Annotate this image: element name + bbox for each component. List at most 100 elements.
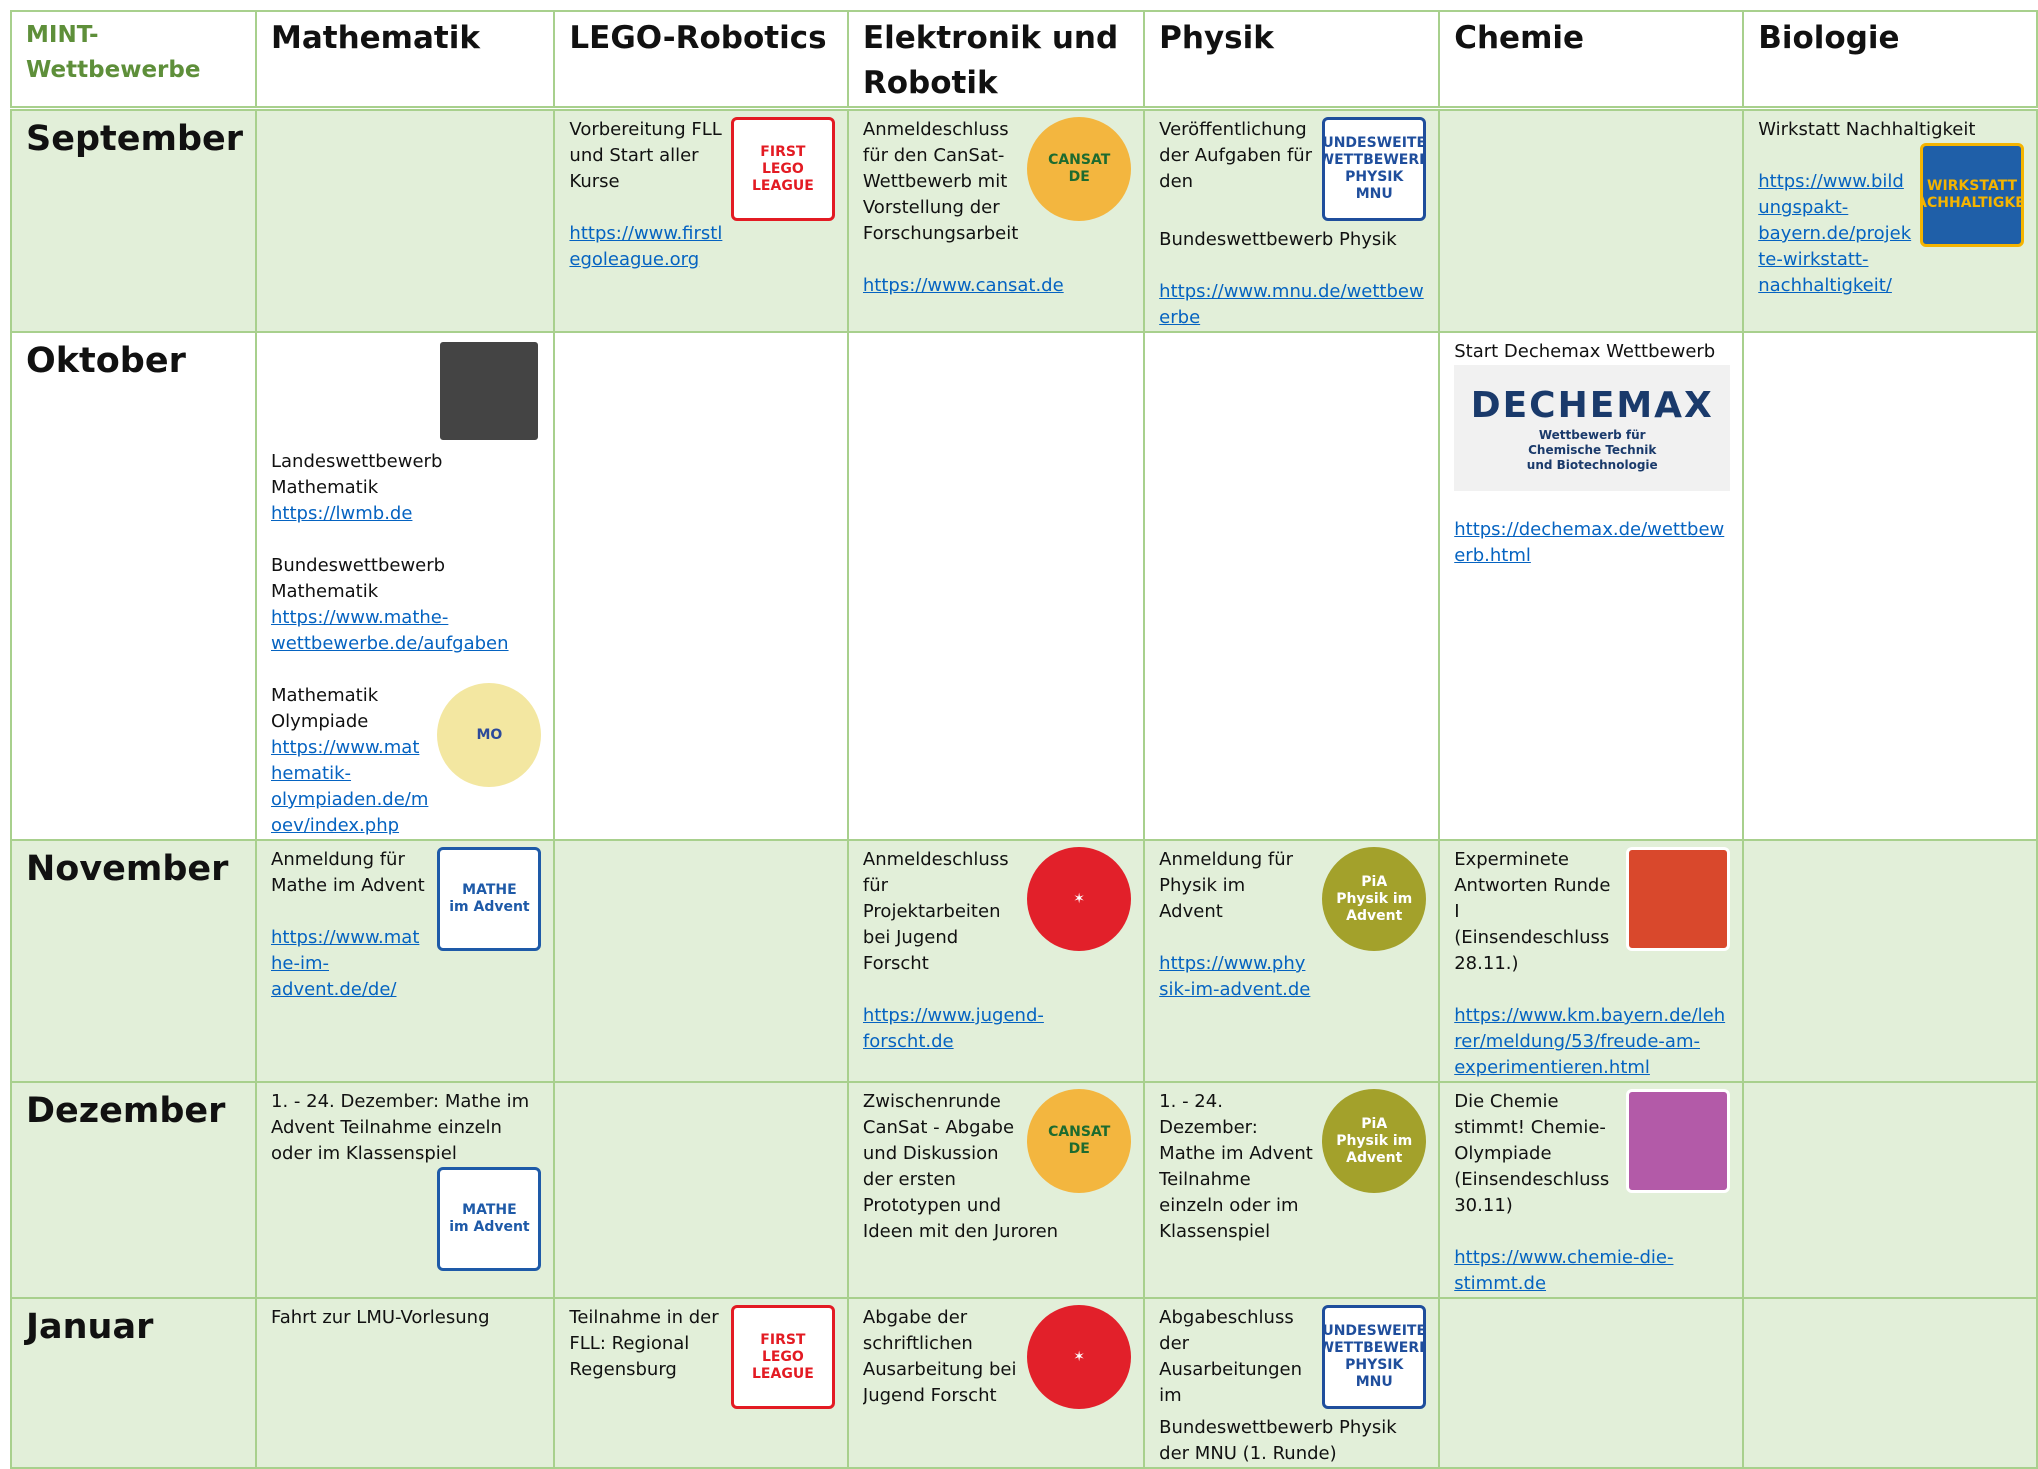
logo-text: MNU bbox=[1355, 186, 1393, 202]
cell: ✶ Abgabe der schriftlichen Ausarbeitung b… bbox=[846, 1297, 1146, 1469]
cell: PiA Physik im Advent 1. - 24. Dezember: Ma… bbox=[1143, 1081, 1441, 1299]
entry-text: Start Dechemax Wettbewerb bbox=[1454, 341, 1716, 362]
logo: ✶ bbox=[1027, 1305, 1132, 1409]
logo-text: DECHEMAX bbox=[1470, 384, 1714, 426]
entry-text: 1. - 24. Dezember: Mathe im Advent Teiln… bbox=[1159, 1091, 1313, 1242]
cell bbox=[1438, 107, 1745, 333]
month-row: Januar Fahrt zur LMU-Vorlesung FIRST LEGO LE… bbox=[10, 1297, 2038, 1469]
logo-text: WIRKSTATT bbox=[1927, 178, 2017, 194]
cell: FIRST LEGO LEAGUE Vorbereitung FLL und Star… bbox=[553, 107, 849, 333]
link[interactable]: https://dechemax.de/wettbewerb.html bbox=[1454, 519, 1725, 566]
cell: Experminete Antworten Runde I (Einsendes… bbox=[1438, 839, 1745, 1083]
cell bbox=[553, 1081, 849, 1299]
entry-text: 1. - 24. Dezember: Mathe im Advent Teiln… bbox=[271, 1091, 530, 1164]
entry: Landeswettbewerb Mathematik https://lwmb.… bbox=[271, 339, 542, 527]
entry-text: Experminete Antworten Runde I (Einsendes… bbox=[1454, 849, 1611, 974]
logo bbox=[1626, 847, 1731, 951]
entry: FIRST LEGO LEAGUE Teilnahme in der FLL: Reg… bbox=[569, 1305, 835, 1415]
link[interactable]: https://www.mnu.de/wettbewerbe bbox=[1159, 281, 1424, 328]
logo-text: im Advent bbox=[449, 1219, 530, 1235]
cell bbox=[1742, 839, 2038, 1083]
cell: 1. - 24. Dezember: Mathe im Advent Teiln… bbox=[254, 1081, 556, 1299]
link[interactable]: https://www.bildungspakt-bayern.de/proje… bbox=[1758, 171, 1912, 296]
logo-text: FIRST bbox=[760, 143, 806, 160]
link[interactable]: https://www.mathe-wettbewerbe.de/aufgabe… bbox=[271, 607, 509, 654]
logo-text: LEGO bbox=[761, 1348, 804, 1365]
entry-text: Bundeswettbewerb Mathematik bbox=[271, 555, 446, 602]
link[interactable]: https://www.firstlegoleague.org bbox=[569, 223, 723, 270]
logo-text: BUNDESWEITER bbox=[1322, 1323, 1427, 1339]
link[interactable]: https://lwmb.de bbox=[271, 503, 413, 524]
logo-text: ✶ bbox=[1073, 1348, 1086, 1365]
entry: MO Mathematik Olympiade https://www.mathem… bbox=[271, 683, 542, 838]
column-header: Biologie bbox=[1742, 10, 2038, 111]
logo: CANSAT DE bbox=[1027, 117, 1132, 221]
entry-text: Landeswettbewerb Mathematik bbox=[271, 451, 443, 498]
logo-text: und Biotechnologie bbox=[1526, 457, 1658, 472]
logo: FIRST LEGO LEAGUE bbox=[730, 117, 835, 221]
cell: Wirkstatt Nachhaltigkeit WIRKSTATTNACHHAL… bbox=[1742, 107, 2038, 333]
logo: WIRKSTATTNACHHALTIGKEIT bbox=[1920, 143, 2024, 247]
month-label: September bbox=[10, 107, 257, 333]
logo: BUNDESWEITERWETTBEWERBPHYSIKMNU bbox=[1322, 117, 1427, 221]
entry-text: Anmeldeschluss für Projektarbeiten bei J… bbox=[862, 849, 1009, 974]
logo-text: WETTBEWERB bbox=[1322, 1340, 1427, 1356]
logo-text: LEAGUE bbox=[752, 1365, 814, 1382]
entry-text: Vorbereitung FLL und Start aller Kurse bbox=[569, 119, 722, 192]
competition-table: MINT-Wettbewerbe Mathematik LEGO-Robotics… bbox=[10, 10, 2038, 1469]
page-body: MINT-Wettbewerbe Mathematik LEGO-Robotics… bbox=[10, 10, 2038, 1469]
logo-text: MATHE bbox=[462, 882, 517, 898]
link[interactable]: https://www.mathe-im-advent.de/de/ bbox=[271, 927, 420, 1000]
cell: Landeswettbewerb Mathematik https://lwmb.… bbox=[254, 331, 556, 841]
entry: Die Chemie stimmt! Chemie-Olympiade (Ein… bbox=[1454, 1089, 1731, 1296]
logo-text: PiA bbox=[1361, 873, 1388, 890]
entry: Wirkstatt Nachhaltigkeit WIRKSTATTNACHHAL… bbox=[1758, 117, 2024, 299]
cell bbox=[1438, 1297, 1745, 1469]
cell: Start Dechemax Wettbewerb DECHEMAX Wettbew… bbox=[1438, 331, 1745, 841]
entry: Experminete Antworten Runde I (Einsendes… bbox=[1454, 847, 1731, 1080]
link[interactable]: https://www.km.bayern.de/lehrer/meldung/… bbox=[1454, 1005, 1726, 1078]
link[interactable]: https://www.cansat.de bbox=[862, 275, 1064, 296]
logo bbox=[1626, 1089, 1731, 1193]
logo-text: im Advent bbox=[449, 899, 530, 915]
logo-text: PiA bbox=[1361, 1115, 1388, 1132]
column-header: Elektronik und Robotik bbox=[846, 10, 1146, 111]
link[interactable]: https://www.mathematik-olympiaden.de/moe… bbox=[271, 737, 429, 836]
entry-text: Zwischenrunde CanSat - Abgabe und Diskus… bbox=[862, 1091, 1059, 1242]
entry-text: Die Chemie stimmt! Chemie-Olympiade (Ein… bbox=[1454, 1091, 1610, 1216]
logo-text: LEAGUE bbox=[752, 177, 814, 194]
cell bbox=[553, 839, 849, 1083]
cell bbox=[846, 331, 1146, 841]
cell bbox=[1143, 331, 1441, 841]
logo-text: MNU bbox=[1355, 1374, 1393, 1390]
month-row: November MATHE im Advent Anmeldung für Math… bbox=[10, 839, 2038, 1083]
entry: Fahrt zur LMU-Vorlesung bbox=[271, 1305, 541, 1331]
entry: ✶ Anmeldeschluss für Projektarbeiten bei … bbox=[862, 847, 1132, 1055]
logo: MATHE im Advent bbox=[437, 1167, 542, 1271]
entry-text: Fahrt zur LMU-Vorlesung bbox=[271, 1307, 490, 1328]
entry: MATHE im Advent Anmeldung für Mathe im Adv… bbox=[271, 847, 542, 1003]
logo: ✶ bbox=[1027, 847, 1132, 951]
link[interactable]: https://www.chemie-die-stimmt.de bbox=[1454, 1247, 1674, 1294]
entry: CANSAT DE Zwischenrunde CanSat - Abgabe un… bbox=[862, 1089, 1132, 1245]
logo-text: MO bbox=[476, 726, 503, 743]
logo-text: DE bbox=[1068, 1141, 1090, 1157]
entry-text: Anmeldung für Physik im Advent bbox=[1159, 849, 1294, 922]
month-row: September FIRST LEGO LEAGUE Vorbereitung FLL… bbox=[10, 107, 2038, 333]
link[interactable]: https://www.physik-im-advent.de bbox=[1159, 953, 1311, 1000]
logo-text: Chemische Technik bbox=[1528, 442, 1657, 457]
cell: BUNDESWEITERWETTBEWERBPHYSIKMNUAbgabesch… bbox=[1143, 1297, 1441, 1469]
logo-text: Physik im Advent bbox=[1336, 890, 1413, 924]
cell: CANSAT DE Anmeldeschluss für den CanSat-We… bbox=[846, 107, 1146, 333]
month-label: November bbox=[10, 839, 257, 1083]
entry-text: Veröffentlichung der Aufgaben für den Bu… bbox=[1159, 119, 1397, 250]
logo-text: MATHE bbox=[462, 1202, 517, 1218]
entry: 1. - 24. Dezember: Mathe im Advent Teiln… bbox=[271, 1089, 542, 1277]
logo: DECHEMAX Wettbewerb für Chemische Technik u… bbox=[1454, 365, 1731, 491]
entry: BUNDESWEITERWETTBEWERBPHYSIKMNUAbgabesch… bbox=[1159, 1305, 1427, 1466]
entry-text: Wirkstatt Nachhaltigkeit bbox=[1758, 119, 1976, 140]
logo-text: CANSAT bbox=[1048, 1124, 1111, 1140]
link[interactable]: https://www.jugend-forscht.de bbox=[862, 1005, 1044, 1052]
logo-text: FIRST bbox=[760, 1331, 806, 1348]
logo: FIRST LEGO LEAGUE bbox=[730, 1305, 835, 1409]
